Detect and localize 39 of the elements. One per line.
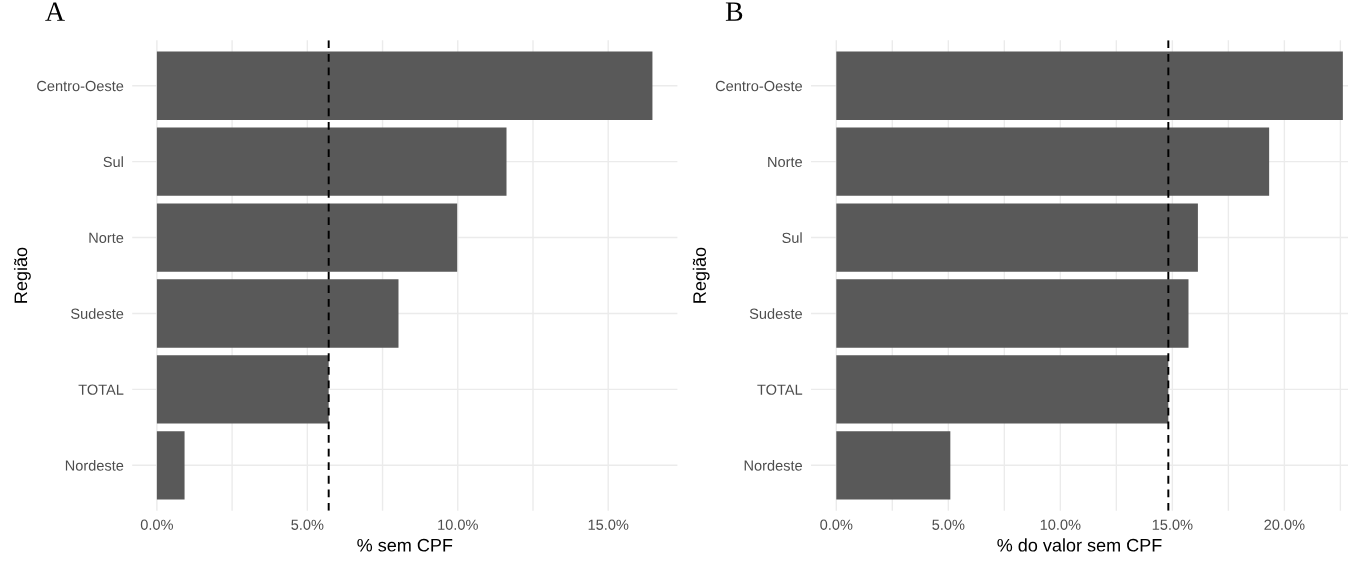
y-tick-label: Norte [89, 232, 124, 243]
y-tick-label: TOTAL [757, 384, 803, 395]
chart-title: B [725, 2, 743, 21]
bar [836, 127, 1270, 196]
y-tick-label: Nordeste [744, 460, 803, 471]
x-tick-label: 15.0% [588, 519, 629, 530]
x-tick-label: 10.0% [1040, 519, 1081, 530]
y-tick-label: Sudeste [749, 308, 803, 319]
y-tick-label: TOTAL [78, 384, 124, 395]
y-tick-label: Nordeste [65, 460, 124, 471]
y-tick-label: Centro-Oeste [37, 80, 124, 92]
y-tick-label: Sudeste [71, 308, 124, 319]
x-tick-label: 5.0% [291, 519, 324, 530]
chart-title: A [45, 2, 65, 21]
bar [836, 355, 1169, 424]
x-tick-label: 10.0% [438, 519, 478, 530]
y-tick-label: Sul [103, 156, 123, 168]
y-tick-label: Norte [768, 156, 803, 168]
bar [836, 431, 951, 500]
y-tick-label: Centro-Oeste [715, 80, 803, 92]
bar [156, 127, 507, 196]
x-axis-title: % do valor sem CPF [997, 538, 1162, 552]
x-tick-label: 20.0% [1264, 519, 1305, 530]
bar [836, 279, 1189, 348]
bar [836, 203, 1198, 272]
bar [156, 279, 399, 348]
y-axis-title: Região [13, 247, 31, 303]
x-tick-label: 15.0% [1152, 519, 1193, 530]
x-tick-label: 0.0% [140, 519, 173, 530]
y-tick-label: Sul [782, 232, 802, 243]
bar [156, 355, 329, 424]
bar [156, 431, 185, 500]
bar [836, 51, 1343, 120]
bar [156, 51, 653, 120]
y-axis-title: Região [692, 247, 710, 303]
bar [156, 203, 458, 272]
x-tick-label: 5.0% [932, 519, 965, 530]
x-tick-label: 0.0% [820, 519, 853, 530]
x-axis-title: % sem CPF [357, 538, 453, 552]
